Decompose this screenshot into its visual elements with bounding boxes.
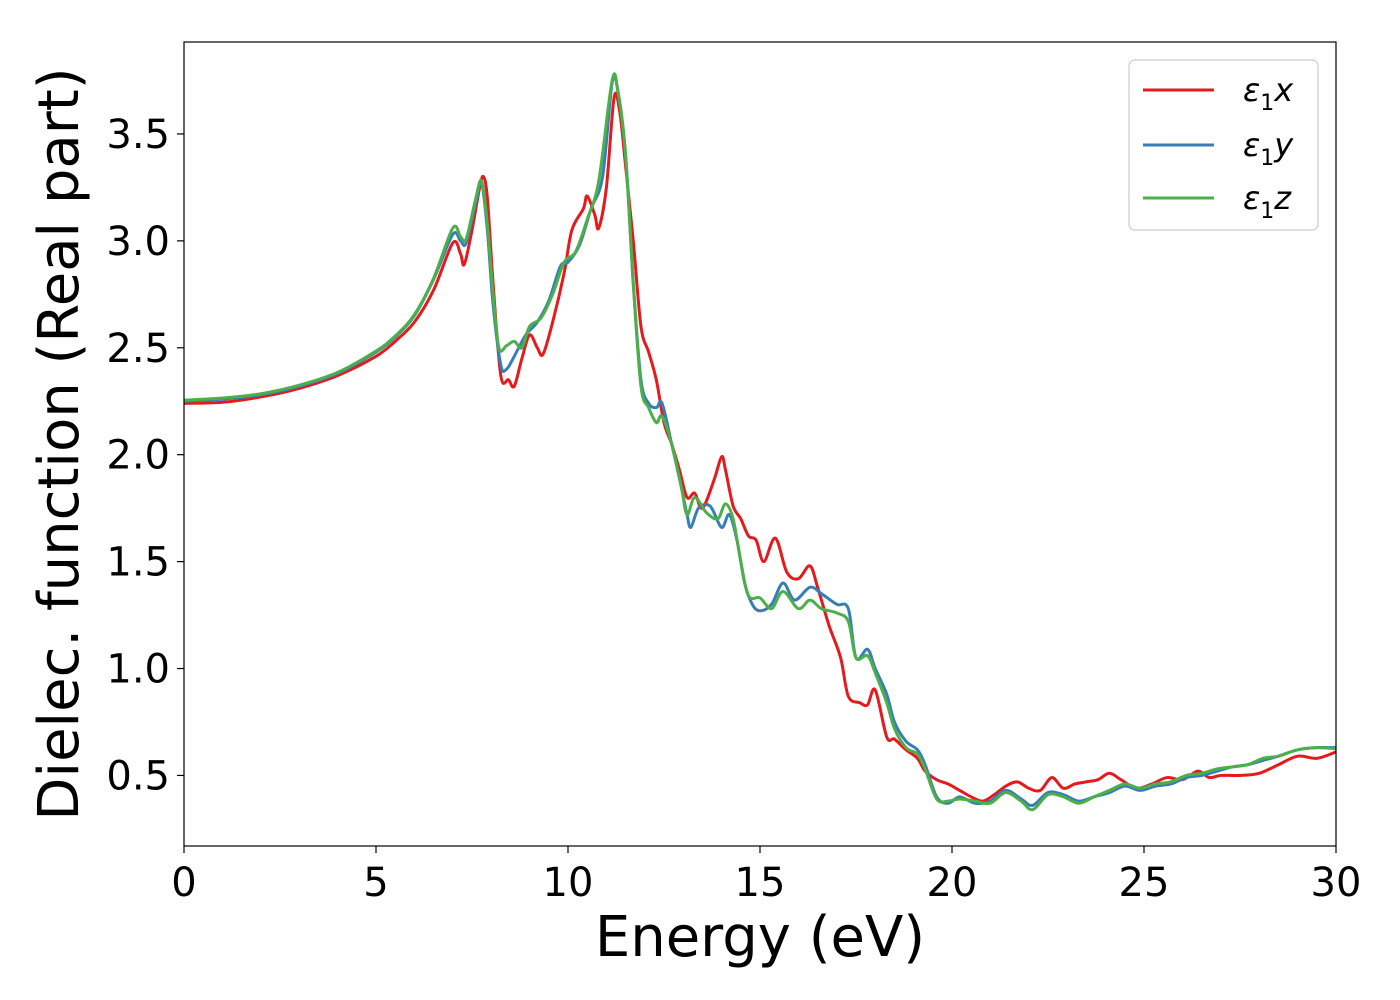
legend-subscript-x: 1	[1260, 91, 1274, 116]
legend-box	[1128, 59, 1319, 231]
x-tick-label: 20	[927, 860, 978, 906]
legend-subscript-y: 1	[1260, 146, 1274, 171]
x-axis-ticks: 0 5 10 15 20 25 30	[171, 846, 1361, 906]
x-tick-label: 5	[363, 860, 388, 906]
y-tick-label: 0.5	[106, 753, 170, 799]
legend-label-z: ε1z	[1243, 179, 1292, 224]
series-layer	[184, 72, 1336, 812]
y-tick-label: 1.0	[106, 647, 170, 693]
x-tick-label: 30	[1311, 860, 1362, 906]
legend-entry-z: ε1z	[1143, 179, 1292, 224]
legend-subscript-z: 1	[1260, 199, 1274, 224]
y-tick-label: 3.5	[106, 112, 170, 158]
x-tick-label: 25	[1119, 860, 1170, 906]
x-tick-label: 10	[543, 860, 594, 906]
y-tick-label: 2.5	[106, 326, 170, 372]
y-axis-ticks: 0.5 1.0 1.5 2.0 2.5 3.0 3.5	[106, 112, 184, 799]
y-tick-label: 3.0	[106, 219, 170, 265]
x-axis-label: Energy (eV)	[595, 905, 925, 970]
y-axis-label: Dielec. function (Real part)	[27, 67, 92, 820]
legend-label-x: ε1x	[1243, 71, 1294, 116]
legend: ε1x ε1y ε1z	[1128, 59, 1319, 231]
y-tick-label: 1.5	[106, 540, 170, 586]
series-line-z	[184, 72, 1336, 812]
legend-entry-x: ε1x	[1143, 71, 1294, 116]
legend-label-y: ε1y	[1243, 126, 1294, 171]
y-tick-label: 2.0	[106, 433, 170, 479]
legend-entry-y: ε1y	[1143, 126, 1294, 171]
x-tick-label: 15	[735, 860, 786, 906]
x-tick-label: 0	[171, 860, 196, 906]
